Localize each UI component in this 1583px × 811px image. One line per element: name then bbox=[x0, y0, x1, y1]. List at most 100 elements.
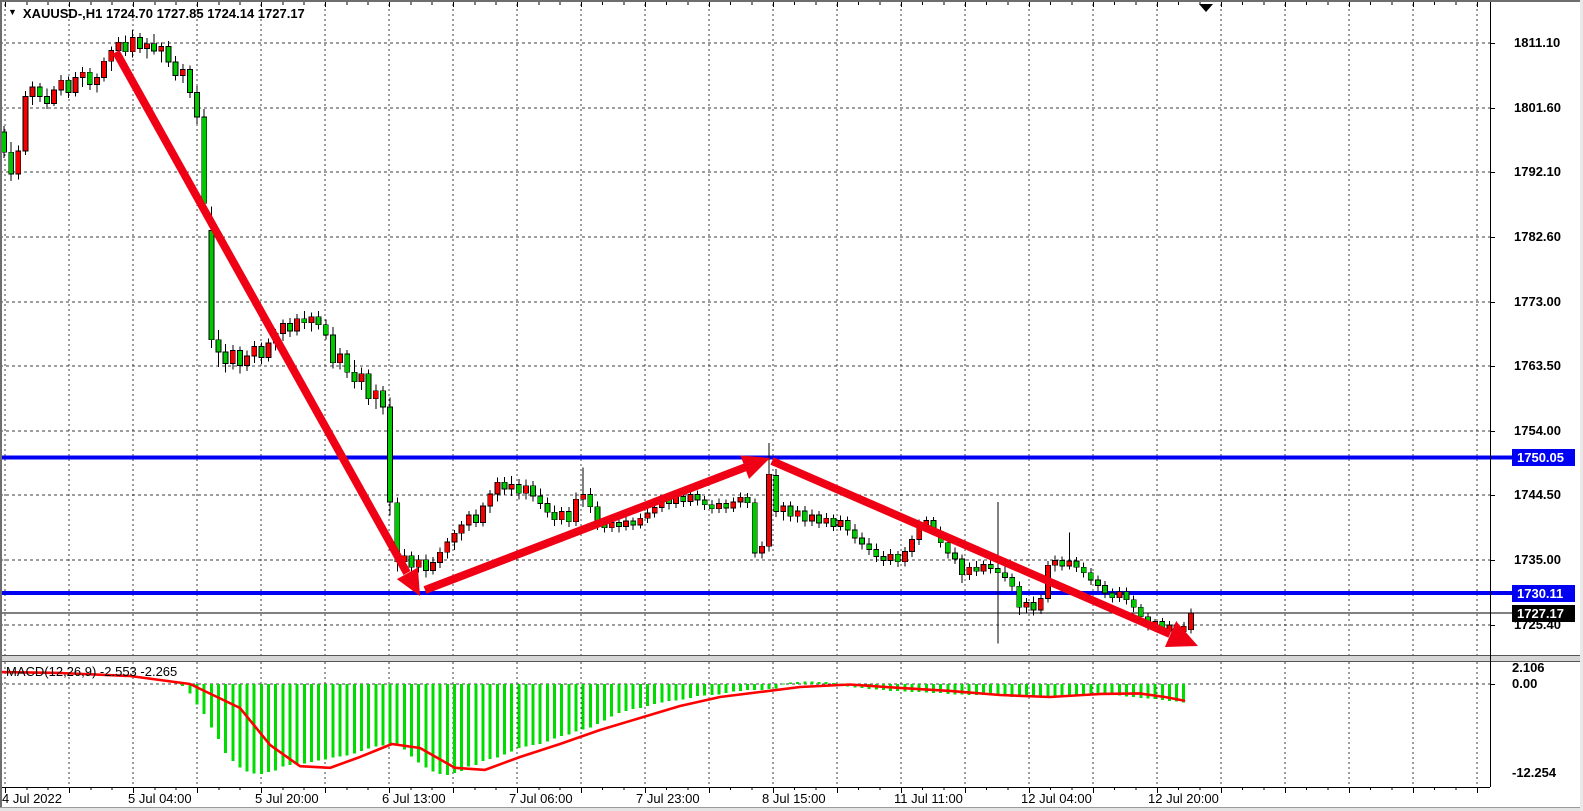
macd-bar bbox=[788, 682, 792, 684]
macd-bar bbox=[188, 684, 192, 694]
candle-body bbox=[1137, 606, 1144, 618]
candle-body bbox=[809, 514, 815, 522]
time-axis-label: 5 Jul 20:00 bbox=[255, 791, 319, 806]
candle-body bbox=[623, 520, 629, 527]
candle-body bbox=[480, 505, 486, 523]
macd-indicator-label: MACD(12,26,9) -2.553 -2.265 bbox=[6, 664, 178, 679]
macd-bar bbox=[753, 684, 757, 690]
candle-body bbox=[794, 510, 801, 517]
candle-body bbox=[744, 496, 751, 504]
candle-body bbox=[408, 555, 415, 568]
candle-body bbox=[587, 494, 594, 508]
price-axis-label: 1811.10 bbox=[1514, 35, 1561, 50]
candle-body bbox=[887, 553, 894, 561]
macd-bar bbox=[1182, 684, 1186, 703]
chart-shift-marker-icon[interactable] bbox=[1199, 4, 1213, 12]
macd-bar bbox=[996, 684, 1000, 696]
macd-bar bbox=[924, 684, 928, 693]
candle-body bbox=[415, 559, 422, 568]
macd-bar bbox=[989, 684, 993, 696]
candle-body bbox=[29, 86, 36, 98]
macd-bar bbox=[560, 684, 564, 737]
candle-body bbox=[472, 514, 479, 523]
macd-bar bbox=[281, 684, 285, 767]
candle-body bbox=[1059, 560, 1066, 567]
macd-bar bbox=[767, 684, 771, 690]
candle-body bbox=[136, 37, 143, 49]
macd-axis-label: 2.106 bbox=[1512, 660, 1545, 675]
candle-body bbox=[487, 493, 494, 507]
trend-arrow-line[interactable] bbox=[770, 457, 1172, 638]
candle-body bbox=[1052, 560, 1058, 566]
candle-body bbox=[894, 553, 901, 563]
trend-arrow-head[interactable] bbox=[396, 567, 420, 597]
chart-title: ▼ XAUUSD-,H1 1724.70 1727.85 1724.14 172… bbox=[8, 6, 305, 21]
macd-bar bbox=[1039, 684, 1043, 698]
price-axis-label: 1792.10 bbox=[1514, 164, 1561, 179]
symbol-dropdown-icon[interactable]: ▼ bbox=[8, 7, 17, 17]
candle-body bbox=[351, 371, 358, 383]
macd-bar bbox=[817, 681, 821, 684]
candle-body bbox=[1, 131, 7, 153]
macd-bar bbox=[545, 684, 549, 742]
macd-bar bbox=[488, 684, 492, 759]
candle-body bbox=[437, 551, 444, 563]
macd-bar bbox=[717, 684, 721, 695]
candle-body bbox=[129, 37, 136, 53]
trend-arrow-head[interactable] bbox=[740, 455, 771, 480]
price-axis-label: 1754.00 bbox=[1514, 423, 1561, 438]
macd-bar bbox=[703, 684, 707, 696]
macd-bar bbox=[417, 684, 421, 763]
pane-splitter[interactable] bbox=[0, 655, 1583, 662]
macd-bar bbox=[960, 684, 964, 695]
candle-body bbox=[508, 483, 515, 490]
macd-bar bbox=[502, 684, 506, 755]
candle-body bbox=[172, 61, 179, 76]
candle-body bbox=[573, 498, 579, 523]
price-axis-label: 1763.50 bbox=[1514, 358, 1561, 373]
macd-bar bbox=[710, 684, 714, 696]
candle-body bbox=[58, 79, 65, 91]
macd-bar bbox=[267, 684, 270, 773]
candle-body bbox=[580, 494, 587, 500]
macd-bar bbox=[674, 684, 678, 701]
candle-body bbox=[229, 350, 236, 364]
macd-bar bbox=[1060, 684, 1064, 696]
candle-body bbox=[1116, 591, 1123, 599]
macd-bar bbox=[1074, 684, 1078, 695]
grid-lines bbox=[0, 4, 1490, 787]
candle-body bbox=[244, 355, 251, 366]
candle-body bbox=[151, 43, 158, 52]
macd-bar bbox=[1125, 684, 1128, 697]
candle-body bbox=[1123, 591, 1130, 601]
trend-arrow-line[interactable] bbox=[423, 463, 748, 594]
macd-bar bbox=[524, 684, 528, 747]
hline-price-badge-1730: 1730.11 bbox=[1512, 585, 1575, 602]
candle-body bbox=[1016, 585, 1023, 608]
window-border-left bbox=[0, 0, 2, 807]
trend-arrow-head[interactable] bbox=[1164, 621, 1198, 647]
time-axis-label: 4 Jul 2022 bbox=[2, 791, 62, 806]
candle-body bbox=[701, 499, 708, 506]
candle-body bbox=[1095, 579, 1101, 586]
candle-body bbox=[687, 494, 694, 502]
candle-body bbox=[1009, 577, 1016, 587]
macd-bar bbox=[460, 684, 464, 772]
macd-bar bbox=[603, 684, 607, 721]
window-border-bottom bbox=[0, 807, 1583, 811]
macd-bar bbox=[1146, 684, 1150, 699]
price-axis-label: 1801.60 bbox=[1514, 100, 1561, 115]
macd-axis-label: -12.254 bbox=[1512, 765, 1557, 780]
candle-body bbox=[372, 390, 379, 400]
candle-body bbox=[315, 316, 322, 326]
trend-arrows[interactable] bbox=[112, 50, 1198, 647]
macd-bar bbox=[660, 684, 664, 703]
trend-arrow-line[interactable] bbox=[112, 50, 411, 575]
candle-body bbox=[680, 496, 687, 502]
macd-bar bbox=[1153, 684, 1157, 700]
candle-body bbox=[859, 537, 865, 545]
candle-body bbox=[1066, 560, 1073, 567]
candle-body bbox=[108, 50, 115, 62]
